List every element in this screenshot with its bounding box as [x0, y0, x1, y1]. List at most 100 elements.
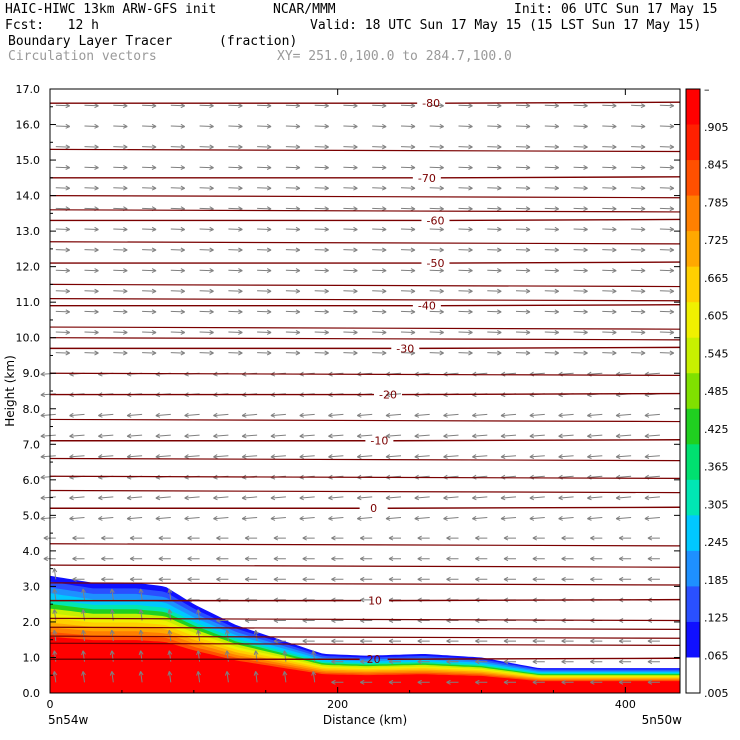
wind-vector: [458, 123, 473, 129]
wind-vector: [199, 309, 214, 315]
wind-vector: [241, 495, 258, 501]
isotherm-line: [440, 304, 681, 307]
wind-vector: [487, 309, 502, 315]
wind-vector: [458, 206, 473, 212]
wind-vector: [55, 185, 71, 191]
isotherm-line: [445, 101, 681, 104]
wind-vector: [659, 226, 675, 232]
wind-vector: [429, 185, 444, 191]
wind-vector: [343, 165, 358, 170]
colorbar-label: .365: [704, 461, 729, 474]
wind-vector: [644, 515, 660, 521]
wind-vector: [170, 268, 186, 274]
wind-vector: [199, 103, 214, 109]
wind-vector: [244, 535, 258, 541]
wind-vector: [587, 412, 603, 418]
wind-vector: [659, 123, 675, 129]
wind-vector: [544, 226, 560, 232]
wind-vector: [257, 144, 272, 150]
wind-vector: [244, 576, 258, 582]
wind-vector: [659, 288, 675, 294]
wind-vector: [138, 588, 144, 600]
wind-vector: [500, 371, 517, 377]
wind-vector: [475, 556, 488, 562]
wind-vector: [631, 329, 646, 335]
wind-vector: [314, 309, 329, 315]
tracer-band: [50, 636, 680, 693]
wind-vector: [113, 123, 128, 129]
wind-vector: [101, 576, 114, 582]
wind-vector: [659, 350, 675, 356]
wind-vector: [142, 288, 157, 294]
y-tick-label: 14.0: [16, 190, 41, 203]
wind-vector: [343, 309, 358, 315]
wind-vector: [228, 268, 243, 274]
x-tick-label: 400: [615, 698, 636, 711]
wind-vector: [285, 226, 301, 232]
colorbar-label: .845: [704, 159, 729, 172]
wind-vector: [356, 495, 373, 501]
wind-vector: [631, 350, 646, 356]
wind-vector: [385, 454, 402, 459]
wind-vector: [475, 535, 488, 541]
wind-vector: [388, 679, 401, 685]
wind-vector: [602, 247, 617, 253]
wind-vector: [385, 392, 402, 398]
colorbar-label: .725: [704, 234, 729, 247]
wind-vector: [587, 433, 603, 439]
wind-vector: [487, 350, 502, 356]
y-tick-label: 12.0: [16, 261, 41, 274]
y-tick-label: 16.0: [16, 119, 41, 132]
isotherm-line: [49, 489, 681, 494]
wind-vector: [487, 123, 502, 129]
colorbar-label: .065: [704, 649, 729, 662]
wind-vector: [228, 165, 243, 170]
wind-vector: [69, 412, 85, 418]
wind-vector: [532, 659, 545, 665]
wind-vector: [69, 371, 85, 377]
y-tick-label: 9.0: [23, 367, 41, 380]
wind-vector: [503, 679, 516, 685]
isotherm-label: -80: [422, 97, 440, 110]
wind-vector: [558, 515, 574, 521]
wind-vector: [81, 671, 86, 683]
wind-vector: [400, 144, 416, 150]
wind-vector: [602, 206, 617, 212]
wind-vector: [55, 226, 71, 232]
wind-vector: [187, 556, 200, 562]
wind-vector: [224, 671, 230, 683]
wind-vector: [429, 288, 444, 294]
wind-vector: [414, 433, 430, 439]
wind-vector: [113, 226, 128, 232]
wind-vector: [343, 103, 358, 109]
wind-vector: [55, 288, 71, 294]
wind-vector: [472, 515, 488, 521]
wind-vector: [158, 535, 171, 541]
wind-vector: [487, 247, 502, 253]
isotherm-line: [402, 392, 681, 396]
wind-vector: [388, 556, 401, 562]
colorbar-label: .125: [704, 612, 729, 625]
wind-vector: [631, 268, 646, 274]
wind-vector: [429, 309, 444, 315]
wind-vector: [372, 268, 387, 274]
wind-vector: [472, 412, 488, 418]
wind-vector: [285, 123, 301, 129]
wind-vector: [618, 576, 632, 582]
wind-vector: [544, 329, 560, 335]
wind-vector: [55, 103, 71, 109]
isotherm-line: [49, 475, 681, 480]
wind-vector: [400, 268, 416, 274]
wind-vector: [372, 329, 387, 335]
isotherm-line: [49, 194, 681, 199]
wind-vector: [529, 495, 545, 501]
wind-vector: [40, 515, 56, 521]
wind-vector: [573, 309, 588, 315]
colorbar-label: .425: [704, 423, 729, 436]
wind-vector: [328, 454, 344, 459]
wind-vector: [113, 165, 128, 170]
wind-vector: [631, 103, 646, 109]
isotherm-line: [49, 209, 681, 213]
wind-vector: [270, 515, 286, 521]
wind-vector: [126, 454, 143, 459]
